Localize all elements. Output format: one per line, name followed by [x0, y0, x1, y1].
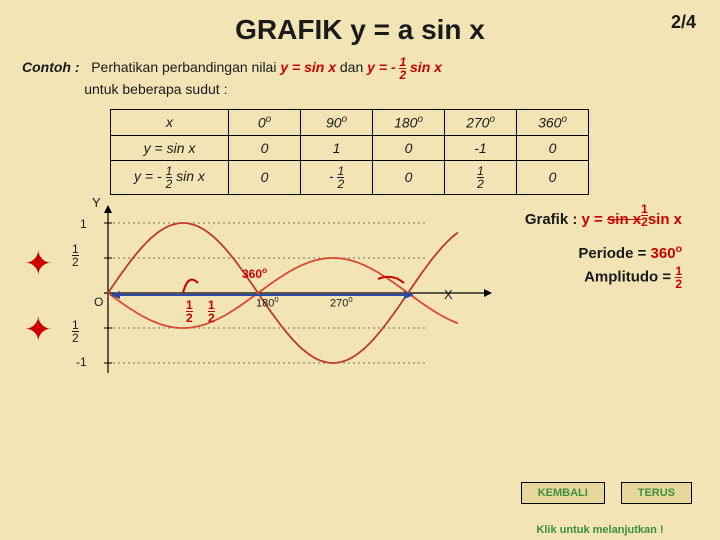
example-block: Contoh : Perhatikan perbandingan nilai y…	[0, 46, 720, 103]
eq2-suffix: sin x	[406, 59, 442, 75]
contoh-label: Contoh :	[22, 59, 80, 75]
cell: 0	[229, 135, 301, 160]
ytick-half: 12	[72, 243, 79, 268]
eq-neghalf-sinx: y = - 12 sin x	[367, 59, 442, 75]
value-table: x 0o 90o 180o 270o 360o y = sin x 0 1 0 …	[110, 109, 589, 195]
cell: - 12	[301, 160, 373, 194]
table-row: y = - 12 sin x 0 - 12 0 12 0	[111, 160, 589, 194]
cell: 0	[373, 135, 445, 160]
cell: 0	[517, 160, 589, 194]
eq2-prefix: y = -	[367, 59, 399, 75]
row-hdr-neghalfsinx: y = - 12 sin x	[111, 160, 229, 194]
xtick-180: 1800	[256, 295, 279, 310]
origin-label: O	[94, 295, 103, 309]
period-marker: 360o	[242, 265, 267, 281]
page-title: GRAFIK y = a sin x	[0, 0, 720, 46]
cell: 1	[301, 135, 373, 160]
star-icon: ✦	[24, 247, 53, 281]
red-annot: 12	[186, 299, 193, 324]
cell: 180o	[373, 110, 445, 136]
amplitudo-label: Amplitudo = 12	[584, 265, 682, 290]
back-button[interactable]: KEMBALI	[521, 482, 605, 504]
grafik-label: Grafik : y = sin x12sin x	[525, 203, 682, 228]
cell: 0	[229, 160, 301, 194]
eq-sinx: y = sin x	[280, 59, 336, 75]
cell: 0	[517, 135, 589, 160]
periode-label: Periode = 360o	[578, 243, 682, 262]
chart-svg	[72, 203, 632, 383]
contoh-text-pre: Perhatikan perbandingan nilai	[91, 59, 280, 75]
cell: -1	[445, 135, 517, 160]
table-row: y = sin x 0 1 0 -1 0	[111, 135, 589, 160]
nav-buttons: KEMBALI TERUS	[509, 482, 692, 504]
page-number: 2/4	[671, 12, 696, 33]
cell: 0o	[229, 110, 301, 136]
cell: 90o	[301, 110, 373, 136]
xtick-270: 2700	[330, 295, 353, 310]
ytick-1: 1	[80, 217, 87, 231]
table-row: x 0o 90o 180o 270o 360o	[111, 110, 589, 136]
cell: 270o	[445, 110, 517, 136]
ytick-neg1: -1	[76, 355, 87, 369]
ytick-neghalf: 12	[72, 319, 79, 344]
star-icon: ✦	[24, 313, 53, 347]
next-button[interactable]: TERUS	[621, 482, 692, 504]
cell: 360o	[517, 110, 589, 136]
click-hint: Klik untuk melanjutkan !	[530, 524, 670, 536]
chart: Y X 1 12 O 12 -1 1800 2700 ✦ ✦ 360o 12 1…	[72, 203, 632, 383]
cell: 0	[373, 160, 445, 194]
contoh-text-mid: dan	[340, 59, 367, 75]
cell: 12	[445, 160, 517, 194]
contoh-text-post: untuk beberapa sudut :	[84, 81, 227, 97]
row-hdr-sinx: y = sin x	[111, 135, 229, 160]
row-hdr-x: x	[111, 110, 229, 136]
red-annot: 12	[208, 299, 215, 324]
